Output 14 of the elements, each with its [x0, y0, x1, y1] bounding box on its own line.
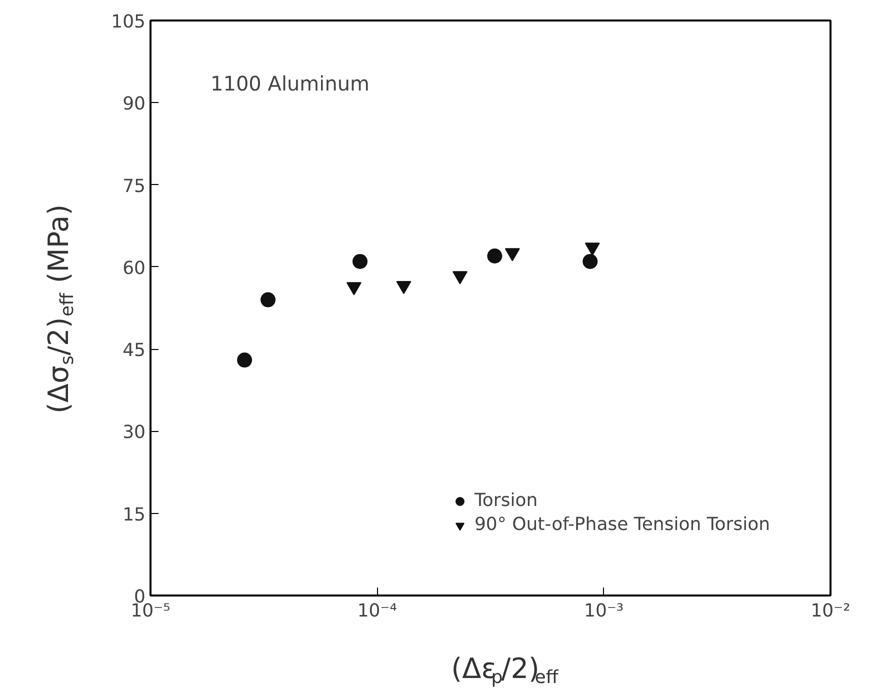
y-tick-label: 45 [122, 340, 146, 362]
x-tick-label: 10⁻³ [584, 600, 624, 622]
y-tick-label: 90 [122, 94, 146, 115]
y-tick-label: 75 [122, 176, 146, 197]
y-tick-label: 30 [122, 422, 146, 444]
legend-label: Torsion [474, 490, 538, 511]
legend-label: 90° Out-of-Phase Tension Torsion [474, 514, 770, 535]
y-tick-label: 105 [111, 12, 146, 32]
annotation: 1100 Aluminum [210, 72, 370, 96]
x-tick-label: 10⁻⁴ [357, 600, 397, 622]
x-tick-label: 10⁻² [810, 600, 850, 622]
y-tick-label: 15 [122, 504, 146, 526]
y-axis-title: (Δσs/2)eff (MPa) [42, 204, 78, 414]
y-tick-label: 60 [122, 258, 146, 279]
